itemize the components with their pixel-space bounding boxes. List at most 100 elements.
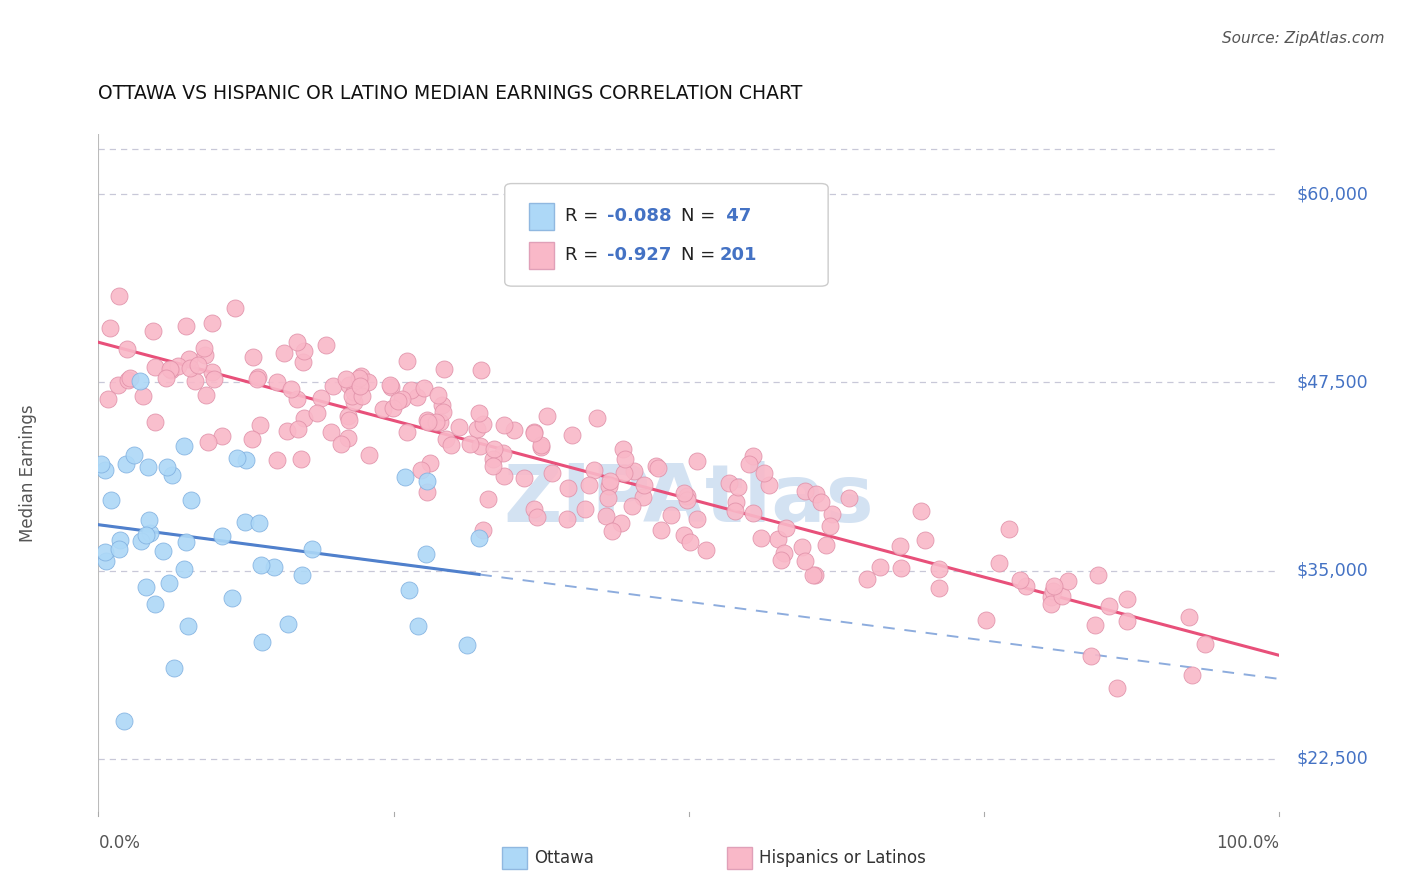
- Point: [226, 450, 249, 465]
- Point: [741, 449, 763, 463]
- Point: [659, 508, 682, 522]
- Point: [773, 546, 796, 560]
- Point: [395, 425, 418, 439]
- Point: [523, 501, 546, 516]
- Point: [166, 359, 188, 373]
- Point: [717, 476, 740, 491]
- Point: [350, 368, 373, 383]
- Point: [141, 324, 163, 338]
- Point: [686, 454, 709, 468]
- Point: [291, 567, 314, 582]
- Point: [477, 491, 499, 506]
- Point: [530, 440, 553, 454]
- Point: [249, 417, 271, 432]
- Point: [242, 433, 264, 447]
- Point: [526, 509, 548, 524]
- Point: [582, 462, 605, 476]
- Text: Source: ZipAtlas.com: Source: ZipAtlas.com: [1222, 31, 1385, 46]
- Point: [173, 562, 195, 576]
- Point: [380, 379, 402, 393]
- Point: [357, 375, 380, 389]
- Point: [330, 437, 353, 451]
- Point: [98, 321, 121, 335]
- Point: [115, 342, 138, 356]
- Text: Median Earnings: Median Earnings: [20, 404, 37, 541]
- Point: [838, 491, 860, 505]
- Point: [803, 568, 825, 582]
- Point: [974, 613, 997, 627]
- Point: [987, 557, 1010, 571]
- Point: [246, 372, 269, 386]
- Point: [249, 558, 271, 573]
- Point: [129, 533, 152, 548]
- Point: [399, 384, 422, 398]
- Point: [1194, 637, 1216, 651]
- Point: [810, 495, 832, 509]
- Point: [482, 452, 505, 467]
- Point: [1115, 614, 1137, 628]
- Text: ZIPAtlas: ZIPAtlas: [503, 461, 875, 539]
- Point: [107, 541, 129, 556]
- Point: [252, 635, 274, 649]
- Point: [359, 448, 381, 462]
- Point: [287, 422, 309, 436]
- Text: Hispanics or Latinos: Hispanics or Latinos: [759, 849, 927, 867]
- Point: [752, 466, 775, 480]
- Point: [276, 425, 298, 439]
- Point: [1177, 610, 1199, 624]
- Point: [430, 398, 453, 412]
- Text: -0.927: -0.927: [607, 246, 672, 264]
- Text: $47,500: $47,500: [1296, 374, 1368, 392]
- Point: [758, 478, 780, 492]
- Point: [107, 289, 129, 303]
- Point: [1015, 579, 1038, 593]
- Point: [285, 335, 308, 350]
- Point: [678, 535, 700, 549]
- Point: [484, 442, 506, 456]
- Point: [247, 516, 270, 531]
- Point: [465, 422, 488, 436]
- Point: [523, 425, 546, 440]
- Point: [794, 554, 817, 568]
- Point: [910, 504, 932, 518]
- Text: OTTAWA VS HISPANIC OR LATINO MEDIAN EARNINGS CORRELATION CHART: OTTAWA VS HISPANIC OR LATINO MEDIAN EARN…: [98, 84, 803, 103]
- Point: [160, 362, 183, 376]
- Point: [561, 428, 583, 442]
- Point: [792, 541, 814, 555]
- Point: [470, 363, 492, 377]
- Point: [394, 469, 416, 483]
- Text: 100.0%: 100.0%: [1216, 834, 1279, 852]
- Point: [647, 460, 669, 475]
- Point: [118, 371, 141, 385]
- Point: [94, 554, 117, 568]
- Point: [235, 453, 257, 467]
- Point: [416, 474, 439, 488]
- Point: [1181, 668, 1204, 682]
- Point: [468, 439, 491, 453]
- Point: [108, 533, 131, 548]
- Point: [107, 378, 129, 392]
- Point: [686, 512, 709, 526]
- Point: [187, 358, 209, 372]
- Point: [97, 392, 120, 406]
- Point: [416, 415, 439, 429]
- Point: [246, 370, 269, 384]
- Point: [585, 410, 607, 425]
- Point: [889, 540, 911, 554]
- Point: [322, 379, 344, 393]
- Point: [273, 346, 295, 360]
- Point: [555, 512, 578, 526]
- Point: [301, 541, 323, 556]
- Point: [596, 491, 619, 506]
- Point: [815, 537, 838, 551]
- Point: [471, 524, 494, 538]
- Point: [319, 425, 342, 440]
- Text: R =: R =: [565, 207, 605, 225]
- Point: [114, 457, 136, 471]
- Point: [277, 617, 299, 632]
- Point: [928, 581, 950, 595]
- Point: [1040, 590, 1063, 604]
- Point: [676, 489, 699, 503]
- Point: [292, 344, 315, 359]
- Point: [94, 462, 117, 476]
